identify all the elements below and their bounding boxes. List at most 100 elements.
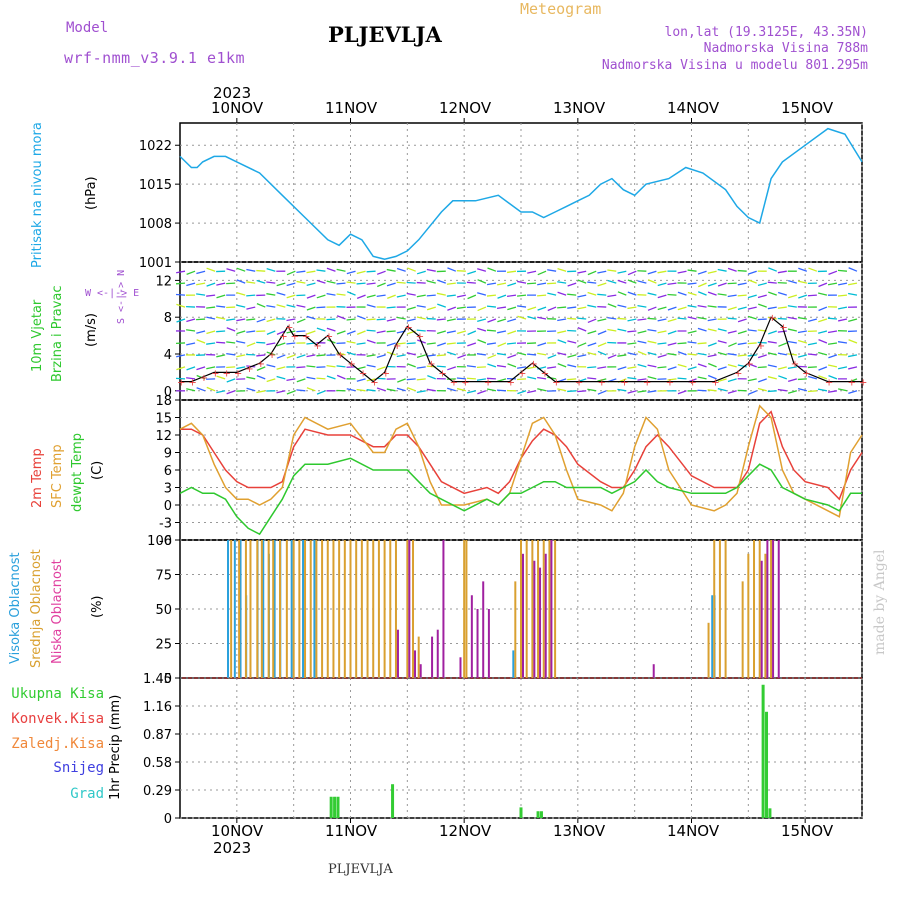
wind-arrow [446, 294, 456, 297]
wind-arrow [818, 282, 828, 288]
wind-arrow [447, 366, 457, 371]
wind-arrow [366, 354, 376, 357]
wind-arrow [838, 282, 848, 286]
wind-arrow [266, 304, 276, 308]
wind-arrow [637, 340, 647, 344]
wind-arrow [848, 292, 858, 296]
wind-arrow [246, 294, 256, 297]
wind-gust-marker: + [268, 350, 276, 361]
wind-arrow [737, 318, 747, 323]
wind-arrow [326, 364, 336, 368]
wind-arrow [637, 304, 647, 308]
wind-arrow [256, 279, 266, 284]
wind-arrow [226, 378, 236, 383]
y-tick-label: 0.29 [143, 784, 172, 799]
wind-arrow [216, 282, 226, 286]
wind-arrow [848, 318, 858, 322]
wind-arrow [667, 282, 677, 286]
wind-arrow [507, 363, 517, 368]
wind-arrow [236, 267, 246, 272]
wind-arrow [657, 318, 667, 322]
wind-arrow [697, 376, 707, 380]
wind-arrow [547, 292, 557, 296]
wind-arrow [336, 268, 346, 272]
wind-arrow [567, 317, 577, 320]
wind-arrow [356, 330, 366, 335]
wind-arrow [356, 388, 366, 392]
wind-arrow [396, 316, 406, 320]
wind-arrow [537, 270, 547, 276]
wind-arrow [537, 282, 547, 286]
wind-arrow [797, 330, 807, 334]
wind-arrow [687, 291, 697, 296]
wind-arrow [236, 340, 246, 344]
wind-arrow [256, 366, 266, 371]
wind-arrow [717, 378, 727, 383]
wind-arrow [466, 377, 476, 380]
wind-arrow [717, 351, 727, 356]
wind-arrow [587, 351, 597, 356]
wind-arrow [276, 342, 286, 347]
wind-arrow [707, 374, 717, 380]
wind-arrow [466, 365, 476, 368]
wind-arrow [326, 375, 336, 380]
wind-arrow [527, 315, 537, 320]
wind-gust-marker: + [359, 368, 367, 379]
wind-arrow [276, 354, 286, 359]
wind-arrow [657, 354, 667, 359]
wind-arrow [216, 375, 226, 380]
wind-arrow [175, 282, 186, 285]
wind-arrow [356, 366, 366, 370]
wind-arrow [496, 306, 507, 309]
wind-arrow [507, 330, 517, 335]
wind-arrow [677, 342, 687, 345]
wind-arrow [206, 267, 216, 272]
wind-arrow [587, 330, 597, 335]
wind-gust-marker: + [666, 378, 674, 389]
wind-arrow [737, 364, 747, 368]
wind-arrow [416, 390, 426, 394]
wind-gust-marker: + [757, 341, 765, 352]
wind-arrow [577, 390, 587, 393]
wind-gust-marker: + [541, 368, 549, 379]
pressure-unit: (hPa) [84, 176, 99, 210]
wind-gust-marker: + [689, 378, 697, 389]
wind-arrow [827, 282, 838, 286]
wind-arrow [176, 318, 186, 323]
wind-gust-marker: + [552, 378, 560, 389]
wind-arrow [557, 291, 567, 296]
dewpoint-line [179, 457, 862, 536]
wind-arrow [707, 291, 717, 296]
wind-arrow [818, 351, 828, 356]
wind-arrow [396, 294, 406, 298]
wind-arrow [286, 354, 296, 359]
wind-arrow [336, 330, 346, 335]
wind-arrow [838, 366, 848, 370]
wind-gust-marker: + [382, 368, 390, 379]
wind-arrow [597, 378, 607, 382]
wind-arrow [416, 329, 426, 332]
wind-gust-marker: + [825, 378, 833, 389]
precip-bar [768, 808, 772, 818]
wind-arrow [517, 315, 527, 320]
wind-arrow [236, 354, 246, 358]
wind-gust-marker: + [245, 364, 253, 375]
precip-bar [333, 796, 337, 818]
wind-arrow [577, 306, 587, 310]
precip-bar [329, 796, 333, 818]
y-tick-label: -3 [159, 517, 172, 532]
wind-arrow [336, 315, 346, 320]
model-altitude-label: Nadmorska Visina u modelu 801.295m [601, 58, 868, 73]
wind-arrow [386, 306, 396, 309]
wind-arrow [286, 342, 296, 345]
wind-arrow [366, 339, 376, 344]
wind-arrow [206, 282, 216, 287]
wind-arrow [627, 390, 637, 394]
wind-arrow [256, 269, 266, 272]
day-label-top-5: 15NOV [781, 99, 834, 117]
wind-arrow [697, 270, 707, 275]
precip-bar [536, 811, 540, 818]
wind-speed-line [180, 316, 862, 383]
wind-arrow [707, 328, 717, 332]
wind-arrow [477, 327, 487, 332]
